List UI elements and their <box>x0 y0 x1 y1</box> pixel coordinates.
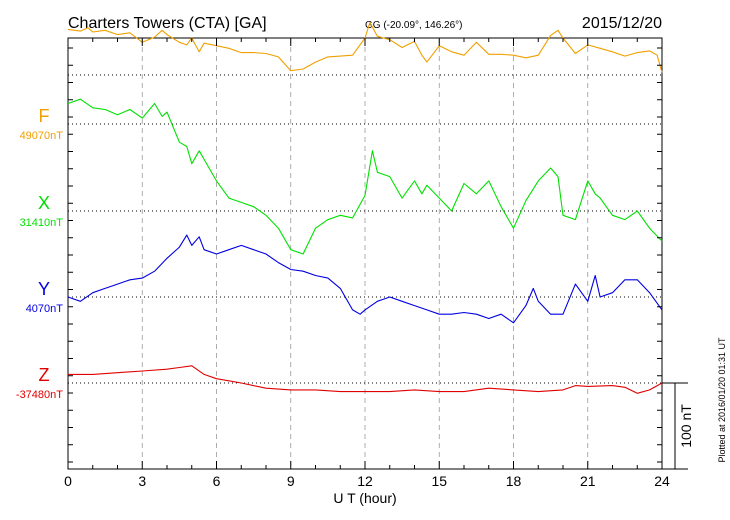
x-tick-label: 0 <box>64 473 72 489</box>
x-tick-label: 3 <box>138 473 146 489</box>
x-axis: 0 3 6 9 12 15 18 21 24 <box>64 38 670 489</box>
baseline-label-x: 31410nT <box>20 217 64 229</box>
series-line-z <box>68 365 663 394</box>
baseline-label-z: -37480nT <box>16 389 63 401</box>
x-tick-label: 24 <box>654 473 670 489</box>
x-axis-label: U T (hour) <box>333 490 396 506</box>
series-name-f: F <box>39 106 50 126</box>
plotted-note: Plotted at 2016/01/20 01:31 UT <box>717 337 727 463</box>
series-name-z: Z <box>39 365 50 385</box>
scale-bar: 100 nT <box>662 382 694 470</box>
station-title: Charters Towers (CTA) [GA] <box>68 15 267 32</box>
series-line-x <box>67 98 663 255</box>
plot-area <box>67 21 663 470</box>
baseline-label-f: 49070nT <box>20 130 64 142</box>
plot-date: 2015/12/20 <box>582 15 662 32</box>
x-tick-label: 18 <box>506 473 522 489</box>
x-tick-label: 12 <box>357 473 373 489</box>
station-coords: GG (-20.09°, 146.26°) <box>365 20 463 31</box>
series-line-y <box>67 234 663 324</box>
vertical-dashed-grid <box>141 38 589 469</box>
x-tick-label: 6 <box>213 473 221 489</box>
baseline-label-y: 4070nT <box>26 303 64 315</box>
series-name-y: Y <box>38 279 50 299</box>
scale-bar-label: 100 nT <box>678 404 694 448</box>
channel-labels: F 49070nT X 31410nT Y 4070nT Z -37480nT <box>16 106 63 401</box>
x-tick-label: 9 <box>287 473 295 489</box>
x-tick-label: 15 <box>431 473 447 489</box>
x-tick-label: 21 <box>580 473 596 489</box>
series-name-x: X <box>38 193 50 213</box>
